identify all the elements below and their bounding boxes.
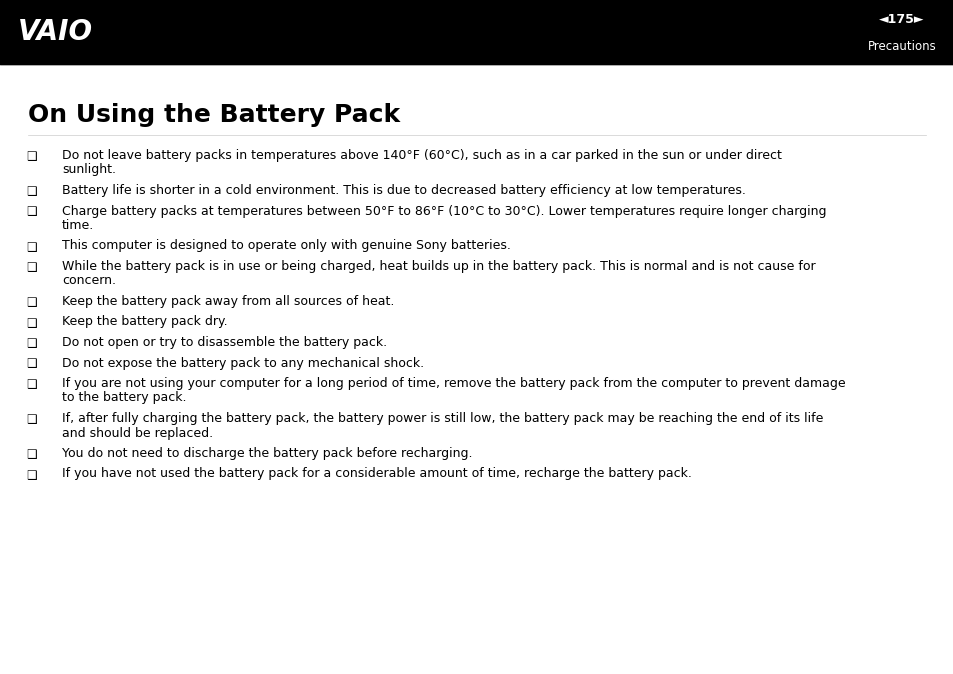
Text: sunlight.: sunlight. <box>62 164 116 177</box>
Text: ❑: ❑ <box>27 378 37 391</box>
Text: ◄175►: ◄175► <box>879 13 923 26</box>
Text: Keep the battery pack dry.: Keep the battery pack dry. <box>62 315 228 328</box>
Bar <box>0 0 953 65</box>
Text: If you are not using your computer for a long period of time, remove the battery: If you are not using your computer for a… <box>62 377 844 390</box>
Text: Do not open or try to disassemble the battery pack.: Do not open or try to disassemble the ba… <box>62 336 387 349</box>
Text: If, after fully charging the battery pack, the battery power is still low, the b: If, after fully charging the battery pac… <box>62 412 822 425</box>
Text: ❑: ❑ <box>27 317 37 330</box>
Text: Do not expose the battery pack to any mechanical shock.: Do not expose the battery pack to any me… <box>62 357 424 369</box>
Text: Charge battery packs at temperatures between 50°F to 86°F (10°C to 30°C). Lower : Charge battery packs at temperatures bet… <box>62 204 825 218</box>
Text: ❑: ❑ <box>27 150 37 163</box>
Text: If you have not used the battery pack for a considerable amount of time, recharg: If you have not used the battery pack fo… <box>62 468 691 481</box>
Text: ❑: ❑ <box>27 337 37 350</box>
Text: VAIO: VAIO <box>18 18 93 47</box>
Text: ❑: ❑ <box>27 448 37 461</box>
Text: to the battery pack.: to the battery pack. <box>62 392 186 404</box>
Text: ❑: ❑ <box>27 296 37 309</box>
Text: time.: time. <box>62 219 94 232</box>
Text: ❑: ❑ <box>27 261 37 274</box>
Text: Battery life is shorter in a cold environment. This is due to decreased battery : Battery life is shorter in a cold enviro… <box>62 184 745 197</box>
Text: and should be replaced.: and should be replaced. <box>62 427 213 439</box>
Text: ❑: ❑ <box>27 468 37 481</box>
Text: On Using the Battery Pack: On Using the Battery Pack <box>28 103 399 127</box>
Text: Precautions: Precautions <box>866 40 936 53</box>
Text: You do not need to discharge the battery pack before recharging.: You do not need to discharge the battery… <box>62 447 472 460</box>
Text: Do not leave battery packs in temperatures above 140°F (60°C), such as in a car : Do not leave battery packs in temperatur… <box>62 149 781 162</box>
Text: Keep the battery pack away from all sources of heat.: Keep the battery pack away from all sour… <box>62 295 394 308</box>
Text: ❑: ❑ <box>27 241 37 253</box>
Text: ❑: ❑ <box>27 357 37 371</box>
Text: ❑: ❑ <box>27 206 37 218</box>
Text: ❑: ❑ <box>27 413 37 426</box>
Text: ❑: ❑ <box>27 185 37 198</box>
Text: While the battery pack is in use or being charged, heat builds up in the battery: While the battery pack is in use or bein… <box>62 260 815 273</box>
Text: concern.: concern. <box>62 274 116 288</box>
Text: This computer is designed to operate only with genuine Sony batteries.: This computer is designed to operate onl… <box>62 239 511 253</box>
